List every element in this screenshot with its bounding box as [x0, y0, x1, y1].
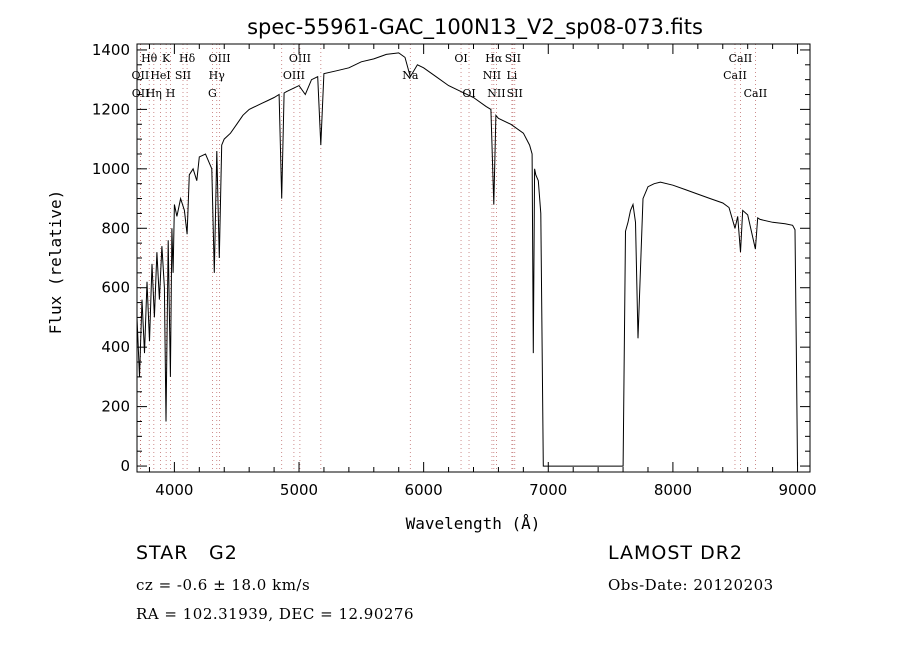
line-label: OIII — [209, 52, 231, 65]
axis-ticks: 4000 5000 6000 7000 8000 9000 0 200 400 600 800 100… — [92, 41, 817, 499]
x-axis-label: Wavelength (Å) — [406, 514, 541, 533]
line-label: CaII — [729, 52, 753, 65]
y-tick-label: 800 — [101, 219, 130, 237]
observation-date: Obs-Date: 20120203 — [608, 576, 774, 594]
line-label: SII — [505, 52, 521, 65]
y-tick-label: 400 — [101, 338, 130, 356]
line-label: NII — [483, 69, 501, 82]
line-label: Hγ — [209, 69, 226, 82]
velocity-readout: cz = -0.6 ± 18.0 km/s — [136, 576, 311, 594]
coordinates-readout: RA = 102.31939, DEC = 12.90276 — [136, 605, 415, 623]
line-label: Hδ — [179, 52, 196, 65]
line-label: NII — [487, 87, 505, 100]
y-tick-label: 600 — [101, 279, 130, 297]
y-tick-label: 200 — [101, 398, 130, 416]
plot-frame — [136, 43, 811, 473]
line-label: G — [208, 87, 217, 100]
chart-title: spec-55961-GAC_100N13_V2_sp08-073.fits — [247, 15, 703, 40]
line-label: OII — [132, 87, 150, 100]
line-label: CaII — [723, 69, 747, 82]
line-label: HeI — [150, 69, 170, 82]
line-label: OII — [132, 69, 150, 82]
y-tick-label: 1000 — [92, 160, 130, 178]
line-label: OIII — [283, 69, 305, 82]
line-label: K — [162, 52, 171, 65]
line-label: Li — [506, 69, 517, 82]
line-label: H — [166, 87, 176, 100]
x-tick-label: 7000 — [529, 481, 567, 499]
line-label: SII — [175, 69, 191, 82]
x-tick-label: 4000 — [155, 481, 193, 499]
y-tick-label: 0 — [120, 457, 130, 475]
survey-name: LAMOST DR2 — [608, 542, 743, 564]
line-label: CaII — [744, 87, 768, 100]
line-label: Hα — [485, 52, 503, 65]
spectrum-line — [136, 52, 798, 467]
y-axis-label: Flux (relative) — [46, 190, 65, 335]
x-tick-label: 8000 — [654, 481, 692, 499]
line-marks — [139, 44, 756, 472]
object-class: STAR — [136, 542, 189, 564]
line-label: Hη — [146, 87, 162, 100]
x-tick-label: 9000 — [778, 481, 816, 499]
x-tick-label: 6000 — [405, 481, 443, 499]
object-subclass: G2 — [209, 542, 238, 564]
line-label: SII — [507, 87, 523, 100]
line-label: OIII — [289, 52, 311, 65]
line-label: Hθ — [141, 52, 158, 65]
line-label: OI — [454, 52, 467, 65]
x-tick-label: 5000 — [280, 481, 318, 499]
y-tick-label: 1200 — [92, 100, 130, 118]
y-tick-label: 1400 — [92, 41, 130, 59]
